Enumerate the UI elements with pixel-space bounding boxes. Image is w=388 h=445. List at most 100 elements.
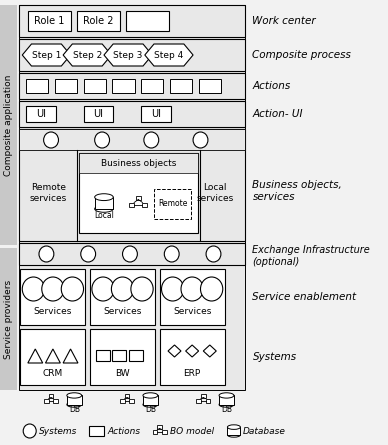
Text: Actions: Actions [108,426,141,436]
FancyBboxPatch shape [77,11,120,31]
Text: Local: Local [94,211,114,221]
Text: BW: BW [115,368,130,377]
FancyBboxPatch shape [130,202,134,206]
FancyBboxPatch shape [126,11,169,31]
FancyBboxPatch shape [201,393,206,397]
Text: DB: DB [145,405,156,413]
Ellipse shape [67,393,82,398]
Text: Composite process: Composite process [253,50,352,60]
FancyBboxPatch shape [19,73,245,99]
Text: DB: DB [221,405,232,413]
Text: Step 4: Step 4 [154,50,184,60]
FancyBboxPatch shape [206,399,210,402]
Text: UI: UI [94,109,103,119]
Text: Services: Services [103,307,142,316]
FancyBboxPatch shape [28,11,71,31]
FancyBboxPatch shape [54,399,58,402]
Text: Composite application: Composite application [4,74,13,176]
Circle shape [39,246,54,262]
Bar [67,396,82,405]
Text: Systems: Systems [253,352,296,362]
Circle shape [164,246,179,262]
FancyBboxPatch shape [154,189,191,219]
FancyBboxPatch shape [19,101,245,127]
Polygon shape [168,345,181,357]
Circle shape [61,277,83,301]
Circle shape [123,246,137,262]
Circle shape [95,132,109,148]
Circle shape [193,132,208,148]
FancyBboxPatch shape [0,248,17,390]
FancyBboxPatch shape [19,129,245,241]
FancyBboxPatch shape [19,243,245,265]
FancyBboxPatch shape [159,329,225,385]
Text: Local
services: Local services [197,183,234,203]
FancyBboxPatch shape [55,79,77,93]
Bar [143,396,158,405]
FancyBboxPatch shape [19,39,245,71]
Circle shape [201,277,223,301]
Circle shape [42,277,64,301]
FancyBboxPatch shape [153,429,157,433]
FancyBboxPatch shape [89,426,104,436]
Polygon shape [145,44,193,66]
FancyBboxPatch shape [170,79,192,93]
Text: ERP: ERP [184,368,201,377]
FancyBboxPatch shape [19,129,245,150]
FancyBboxPatch shape [21,329,85,385]
Circle shape [81,246,95,262]
Ellipse shape [95,194,113,201]
FancyBboxPatch shape [21,269,85,325]
FancyBboxPatch shape [79,153,198,173]
FancyBboxPatch shape [19,5,245,245]
Text: Database: Database [243,426,286,436]
Ellipse shape [143,402,158,407]
FancyBboxPatch shape [26,79,48,93]
Ellipse shape [219,393,234,398]
Bar [95,197,113,209]
FancyBboxPatch shape [112,350,126,361]
Polygon shape [104,44,152,66]
Bar [227,427,241,435]
Ellipse shape [227,425,241,429]
Text: Service enablement: Service enablement [253,292,357,302]
Text: Action- UI: Action- UI [253,109,303,119]
Text: Step 2: Step 2 [73,50,102,60]
FancyBboxPatch shape [83,106,113,122]
FancyBboxPatch shape [136,195,140,199]
FancyBboxPatch shape [83,79,106,93]
Text: Remote
services: Remote services [29,183,67,203]
FancyBboxPatch shape [199,79,221,93]
Ellipse shape [67,402,82,407]
FancyBboxPatch shape [125,393,130,397]
FancyBboxPatch shape [141,79,163,93]
Text: DB: DB [69,405,80,413]
FancyBboxPatch shape [112,79,135,93]
Text: UI: UI [36,109,46,119]
FancyBboxPatch shape [79,153,198,233]
Text: Business objects: Business objects [100,158,176,167]
Ellipse shape [143,393,158,398]
Text: BO model: BO model [170,426,214,436]
Circle shape [161,277,184,301]
Circle shape [23,424,36,438]
Text: Business objects,
services: Business objects, services [253,180,342,202]
Ellipse shape [219,402,234,407]
FancyBboxPatch shape [44,399,49,402]
Circle shape [144,132,159,148]
Polygon shape [22,44,71,66]
Text: UI: UI [151,109,161,119]
Text: Services: Services [34,307,72,316]
Text: Step 1: Step 1 [32,50,61,60]
FancyBboxPatch shape [90,329,155,385]
Text: Role 1: Role 1 [34,16,64,26]
Bar [219,396,234,405]
Text: Step 3: Step 3 [113,50,143,60]
FancyBboxPatch shape [26,106,56,122]
Circle shape [92,277,114,301]
FancyBboxPatch shape [129,350,143,361]
Polygon shape [185,345,199,357]
Ellipse shape [227,433,241,437]
Text: Role 2: Role 2 [83,16,114,26]
Polygon shape [28,349,43,363]
